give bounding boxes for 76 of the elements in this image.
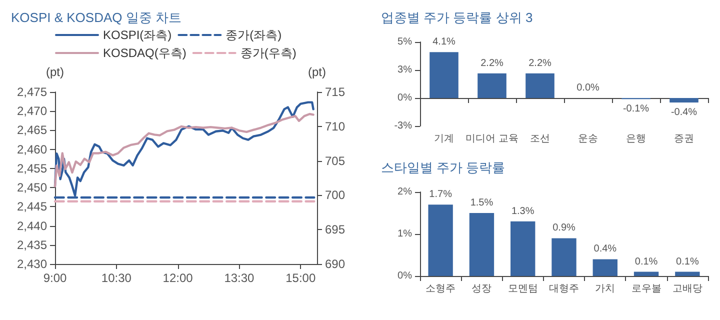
data-label: 2.2%: [528, 58, 552, 69]
x-tick-label: 9:00: [43, 271, 67, 285]
legend-label: 종가(우측): [240, 46, 296, 60]
line-series: [54, 101, 314, 197]
data-label: 0.1%: [676, 256, 699, 268]
y-tick-label: 5%: [398, 36, 412, 48]
y-tick-label: 0%: [398, 92, 412, 104]
y2-tick-label: 690: [325, 257, 346, 271]
x-tick-label: 12:00: [162, 271, 194, 285]
x-tick-label: 고배당: [672, 284, 702, 294]
x-tick-label: 대형주: [549, 284, 579, 294]
legend-label: 종가(좌측): [226, 28, 282, 42]
data-label: 0.0%: [576, 82, 600, 94]
y2-tick-label: 705: [325, 154, 346, 168]
data-label: 1.5%: [470, 198, 494, 208]
y-tick-label: 2,430: [16, 257, 48, 271]
y-tick-label: 2,435: [16, 238, 48, 252]
y2-tick-label: 700: [325, 188, 346, 202]
data-label: 1.7%: [429, 189, 452, 200]
y-tick-label: 2,450: [16, 180, 48, 195]
data-label: 0.4%: [594, 244, 617, 255]
bar: [552, 238, 576, 276]
y2-axis-title: (pt): [308, 65, 326, 79]
line-series: [54, 112, 314, 188]
bar: [428, 204, 453, 276]
bar: [592, 259, 618, 276]
bar: [675, 272, 700, 276]
y-tick-label: 2,470: [16, 104, 48, 118]
y2-tick-label: 695: [325, 222, 346, 237]
y2-tick-label: 710: [325, 119, 346, 134]
bar: [478, 73, 506, 98]
legend-label: KOSDAQ(우측): [103, 46, 186, 60]
data-label: 0.1%: [634, 256, 658, 268]
bar: [670, 98, 698, 102]
data-label: -0.4%: [670, 106, 698, 118]
legend-label: KOSPI(좌측): [103, 28, 172, 42]
y-tick-label: 2,475: [16, 85, 48, 99]
y-tick-label: 2,455: [16, 161, 48, 176]
x-tick-label: 미디어 교육: [466, 134, 518, 144]
x-tick-label: 조선: [530, 134, 550, 144]
chart-title: 업종별 주가 등락률 상위 3: [381, 10, 533, 25]
data-label: 2.2%: [480, 58, 504, 69]
data-label: 0.9%: [552, 222, 576, 234]
x-tick-label: 13:30: [224, 271, 255, 285]
y-tick-label: 0%: [398, 270, 412, 282]
bar: [469, 213, 494, 276]
x-tick-label: 증권: [674, 134, 694, 144]
x-tick-label: 가치: [595, 284, 616, 294]
y-tick-label: 2,465: [16, 123, 48, 138]
y-tick-label: 2,440: [16, 218, 48, 233]
y2-tick-label: 715: [325, 85, 346, 99]
x-tick-label: 운송: [578, 134, 598, 144]
y-axis-title: (pt): [46, 65, 64, 79]
data-label: 4.1%: [432, 36, 456, 48]
y-tick-label: -3%: [394, 120, 412, 132]
x-tick-label: 10:30: [101, 271, 132, 285]
chart-title: 스타일별 주가 등락률: [381, 160, 506, 175]
y-tick-label: 2,460: [16, 142, 48, 156]
bar: [526, 73, 554, 98]
y-tick-label: 3%: [398, 64, 412, 76]
x-tick-label: 소형주: [426, 284, 456, 294]
y-tick-label: 2%: [398, 186, 412, 198]
x-tick-label: 성장: [472, 284, 492, 294]
bar: [430, 52, 458, 98]
data-label: 1.3%: [511, 206, 534, 217]
data-label: -0.1%: [622, 104, 650, 115]
y-tick-label: 2,445: [16, 200, 48, 214]
x-tick-label: 기계: [434, 134, 454, 144]
x-tick-label: 은행: [626, 134, 646, 144]
bar: [634, 272, 659, 276]
chart-title: KOSPI & KOSDAQ 일중 차트: [11, 10, 182, 25]
x-tick-label: 15:00: [286, 271, 316, 285]
x-tick-label: 모멘텀: [508, 284, 538, 294]
bar: [510, 221, 536, 276]
x-tick-label: 로우볼: [631, 284, 662, 294]
y-tick-label: 1%: [398, 228, 412, 240]
